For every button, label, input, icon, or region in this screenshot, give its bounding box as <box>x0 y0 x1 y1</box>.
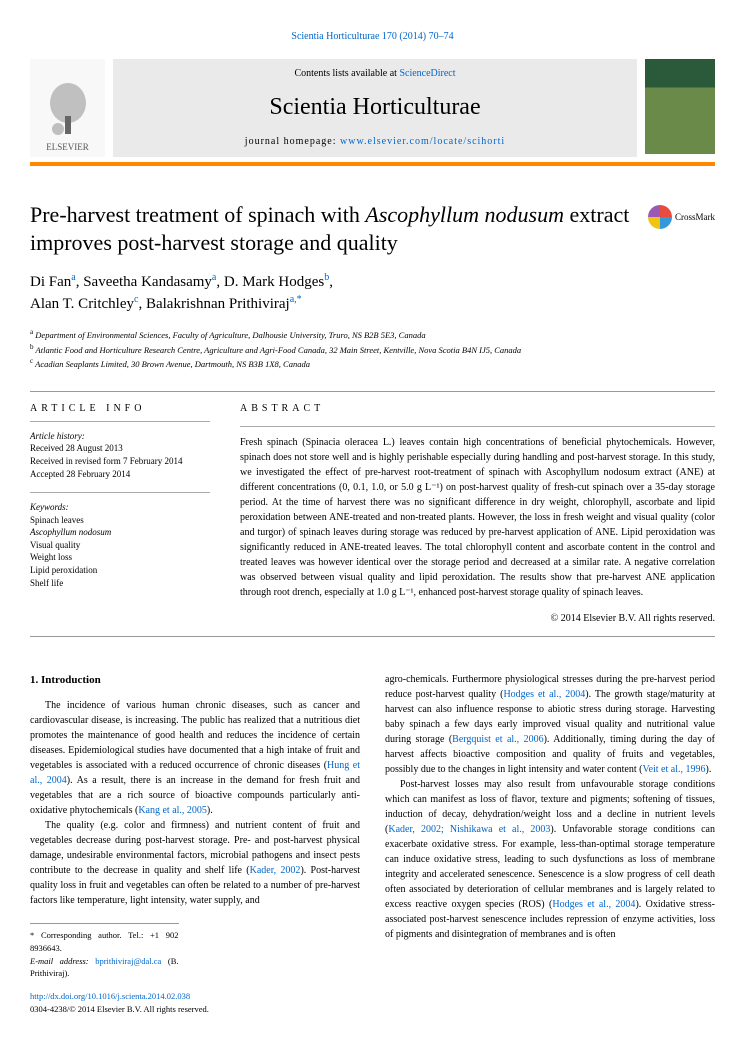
doi-link[interactable]: http://dx.doi.org/10.1016/j.scienta.2014… <box>30 991 190 1001</box>
header-reference: Scientia Horticulturae 170 (2014) 70–74 <box>30 30 715 44</box>
info-heading: ARTICLE INFO <box>30 402 210 416</box>
sciencedirect-link[interactable]: ScienceDirect <box>399 68 455 79</box>
info-divider <box>30 492 210 493</box>
crossmark-icon <box>648 205 672 229</box>
divider <box>30 391 715 392</box>
email-link[interactable]: bprithiviraj@dal.ca <box>95 956 161 966</box>
citation-link[interactable]: Bergquist et al., 2006 <box>452 734 543 745</box>
citation-link[interactable]: Hodges et al., 2004 <box>552 899 635 910</box>
section-heading: 1. Introduction <box>30 672 360 689</box>
abstract: ABSTRACT Fresh spinach (Spinacia olerace… <box>240 402 715 626</box>
authors: Di Fana, Saveetha Kandasamya, D. Mark Ho… <box>30 271 715 315</box>
keywords: Keywords: Spinach leaves Ascophyllum nod… <box>30 501 210 589</box>
doi-line: http://dx.doi.org/10.1016/j.scienta.2014… <box>30 990 360 1016</box>
crossmark-badge[interactable]: CrossMark <box>648 201 715 233</box>
article-info: ARTICLE INFO Article history: Received 2… <box>30 402 210 626</box>
abstract-heading: ABSTRACT <box>240 402 715 416</box>
paragraph: agro-chemicals. Furthermore physiologica… <box>385 672 715 777</box>
abstract-text: Fresh spinach (Spinacia oleracea L.) lea… <box>240 435 715 600</box>
journal-banner: ELSEVIER Contents lists available at Sci… <box>30 59 715 157</box>
paragraph: The quality (e.g. color and firmness) an… <box>30 818 360 908</box>
corresponding-footnote: * Corresponding author. Tel.: +1 902 893… <box>30 923 179 980</box>
citation-link[interactable]: Kader, 2002 <box>250 865 301 876</box>
affiliations: a Department of Environmental Sciences, … <box>30 327 715 371</box>
homepage-line: journal homepage: www.elsevier.com/locat… <box>118 135 632 149</box>
citation-link[interactable]: Veit et al., 1996 <box>642 764 705 775</box>
homepage-link[interactable]: www.elsevier.com/locate/scihorti <box>340 136 505 147</box>
elsevier-tree-icon <box>38 81 98 141</box>
column-right: agro-chemicals. Furthermore physiologica… <box>385 672 715 1016</box>
banner-center: Contents lists available at ScienceDirec… <box>113 59 637 157</box>
journal-cover-thumb <box>645 59 715 154</box>
citation-link[interactable]: Kader, 2002; Nishikawa et al., 2003 <box>388 824 550 835</box>
paragraph: Post-harvest losses may also result from… <box>385 777 715 942</box>
journal-title: Scientia Horticulturae <box>118 91 632 125</box>
abstract-divider <box>240 426 715 427</box>
article-history: Article history: Received 28 August 2013… <box>30 430 210 480</box>
paragraph: The incidence of various human chronic d… <box>30 698 360 818</box>
elsevier-logo: ELSEVIER <box>30 59 105 157</box>
citation-link[interactable]: Hodges et al., 2004 <box>503 689 585 700</box>
citation-link[interactable]: Kang et al., 2005 <box>138 805 207 816</box>
contents-line: Contents lists available at ScienceDirec… <box>118 67 632 81</box>
info-divider <box>30 421 210 422</box>
copyright: © 2014 Elsevier B.V. All rights reserved… <box>240 612 715 626</box>
column-left: 1. Introduction The incidence of various… <box>30 672 360 1016</box>
body-columns: 1. Introduction The incidence of various… <box>30 672 715 1016</box>
divider <box>30 636 715 637</box>
article-title: Pre-harvest treatment of spinach with As… <box>30 201 648 256</box>
